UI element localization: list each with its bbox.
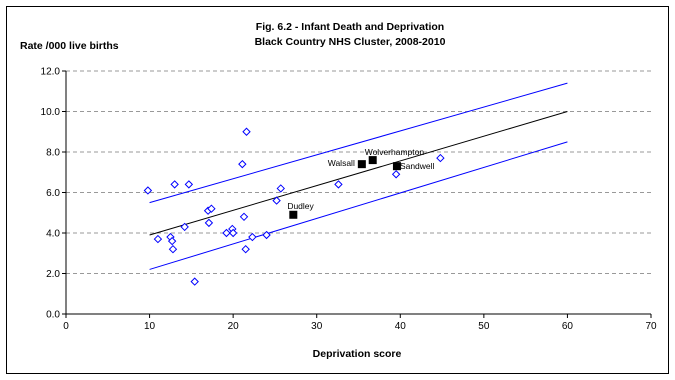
x-tick-label: 10 <box>144 321 156 332</box>
diamond-point <box>222 228 231 238</box>
y-axis-title: Rate /000 live births <box>20 40 119 52</box>
diamond-point <box>184 180 194 189</box>
diamond-point <box>228 228 238 238</box>
diamond-point <box>272 196 281 205</box>
diamond-point <box>238 159 247 169</box>
diamond-point <box>239 212 249 222</box>
x-tick-label: 20 <box>228 321 240 332</box>
x-tick-label: 70 <box>645 321 657 332</box>
data-points <box>143 127 445 286</box>
diamond-point <box>153 234 163 244</box>
diamond-point <box>190 277 199 286</box>
y-tick-label: 2.0 <box>46 269 60 280</box>
chart-title: Fig. 6.2 - Infant Death and Deprivation <box>256 21 444 33</box>
diamond-point <box>436 153 445 163</box>
highlighted-points: Dudley Walsall Wolverhampton Sandwell <box>287 147 435 219</box>
diamond-point <box>248 232 257 242</box>
regression-lines <box>149 82 568 270</box>
highlight-label: Sandwell <box>400 161 435 171</box>
diamond-point <box>207 204 216 213</box>
diamond-point <box>167 236 177 246</box>
lower-limit-line <box>149 141 568 270</box>
diamond-point <box>143 186 153 195</box>
highlight-label: Walsall <box>328 158 355 168</box>
axes <box>62 70 652 318</box>
y-tick-label: 6.0 <box>46 188 60 199</box>
diamond-point <box>391 170 401 179</box>
diamond-point <box>334 180 343 189</box>
x-tick-label: 50 <box>478 321 490 332</box>
y-tick-label: 8.0 <box>46 148 60 159</box>
x-tick-label: 30 <box>311 321 323 332</box>
diamond-point <box>262 230 271 240</box>
gridlines <box>66 70 651 274</box>
diamond-point <box>204 218 214 228</box>
highlight-square <box>392 162 401 171</box>
diamond-point <box>180 222 189 232</box>
x-tick-label: 60 <box>562 321 574 332</box>
y-tick-label: 10.0 <box>41 107 61 118</box>
diamond-point <box>168 244 178 254</box>
highlight-label: Dudley <box>287 201 314 211</box>
tick-labels: 0.0 2.0 4.0 6.0 8.0 10.0 12.0 0 10 20 30 40 50 60 70 <box>41 67 657 333</box>
y-tick-label: 4.0 <box>46 229 60 240</box>
x-tick-label: 40 <box>395 321 407 332</box>
chart-subtitle: Black Country NHS Cluster, 2008-2010 <box>255 36 446 48</box>
chart-frame <box>6 6 669 374</box>
x-axis-title: Deprivation score <box>313 348 402 360</box>
diamond-point <box>276 184 285 193</box>
diamond-point <box>241 244 250 254</box>
diamond-point <box>242 127 251 136</box>
highlight-square <box>289 210 298 219</box>
y-tick-label: 12.0 <box>41 67 61 78</box>
highlight-square <box>357 160 366 169</box>
highlight-label: Wolverhampton <box>365 147 425 157</box>
upper-limit-line <box>149 82 568 204</box>
x-tick-label: 0 <box>63 321 69 332</box>
highlight-square <box>368 156 377 165</box>
trend-line <box>149 111 568 236</box>
y-tick-label: 0.0 <box>46 310 60 321</box>
diamond-point <box>170 180 179 189</box>
